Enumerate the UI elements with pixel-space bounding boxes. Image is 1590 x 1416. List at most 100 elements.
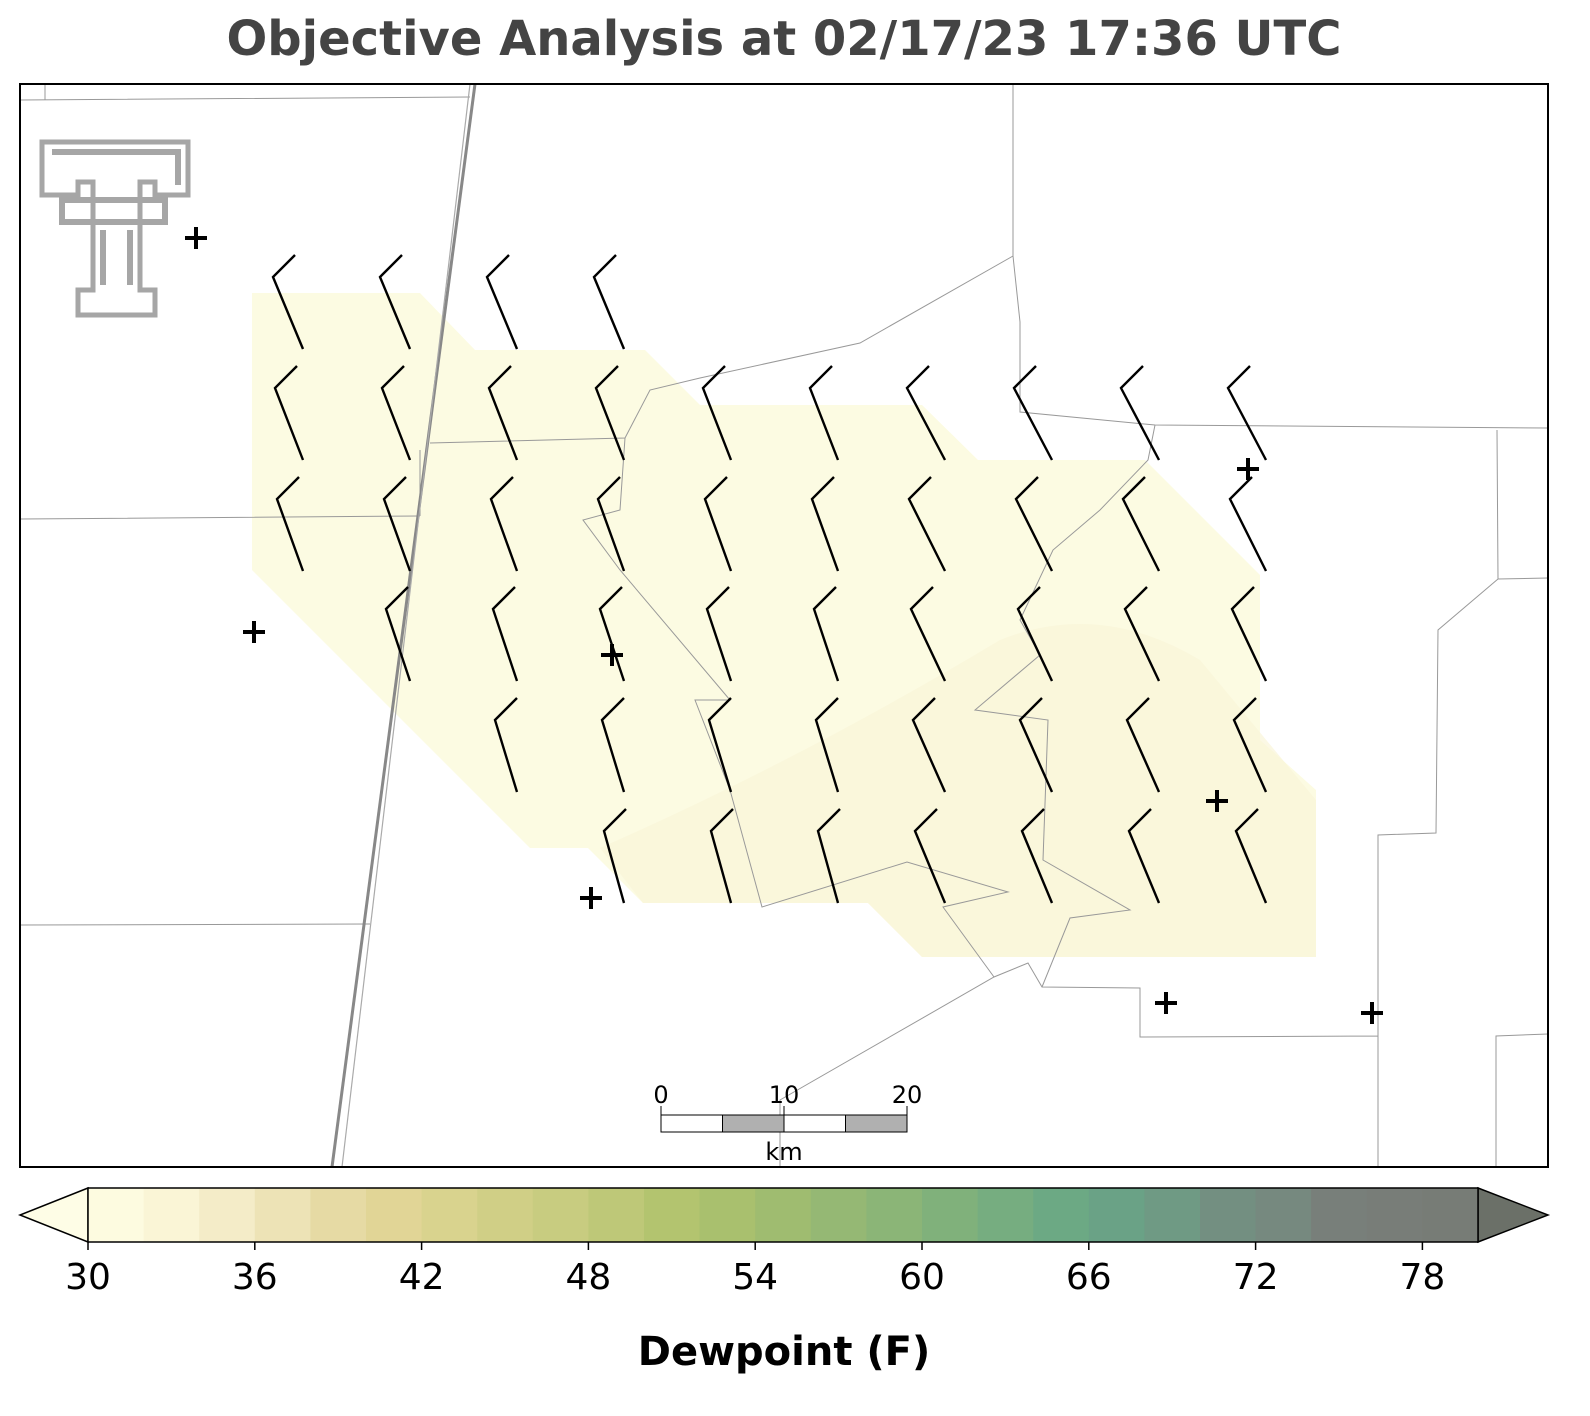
wind-barb [707, 697, 733, 793]
colorbar-bin [1200, 1188, 1257, 1242]
wind-barb [1228, 476, 1268, 572]
colorbar-bin [532, 1188, 589, 1242]
station-marker [1237, 458, 1259, 480]
wind-barb [1020, 808, 1054, 904]
colorbar-tick-label: 78 [1399, 1257, 1445, 1298]
colorbar-tick-label: 30 [65, 1257, 111, 1298]
wind-barb [491, 586, 519, 682]
wind-barb [1119, 365, 1161, 461]
colorbar-bin [143, 1188, 200, 1242]
colorbar-label: Dewpoint (F) [638, 1329, 931, 1375]
wind-barb [913, 808, 947, 904]
wind-barb [1121, 476, 1161, 572]
wind-barb [271, 254, 305, 350]
colorbar-tick-label: 66 [1066, 1257, 1112, 1298]
logo [39, 139, 191, 318]
station-marker [580, 887, 602, 909]
wind-barb [907, 476, 947, 572]
wind-barb [911, 697, 947, 793]
title: Objective Analysis at 02/17/23 17:36 UTC [227, 11, 1342, 67]
wind-barb [487, 365, 519, 461]
scale-bar: 0 10 20 km [653, 1081, 922, 1166]
colorbar-tick-label: 72 [1233, 1257, 1279, 1298]
map-frame [19, 83, 1549, 1168]
colorbar-bin [1311, 1188, 1368, 1242]
colorbar-bin [310, 1188, 367, 1242]
colorbar-bin [421, 1188, 478, 1242]
colorbar-bin [755, 1188, 812, 1242]
scale-tick-label: 20 [892, 1081, 923, 1109]
scale-tick-label: 0 [653, 1081, 668, 1109]
colorbar-tick-label: 36 [232, 1257, 278, 1298]
wind-barb [810, 476, 840, 572]
colorbar-over [1477, 1186, 1551, 1244]
scale-unit: km [765, 1138, 802, 1166]
colorbar-bin [1033, 1188, 1090, 1242]
wind-barb [1018, 697, 1054, 793]
wind-barb [1012, 365, 1054, 461]
map: 0 10 20 km [19, 83, 1549, 1168]
colorbar-bin [1088, 1188, 1145, 1242]
station-marker [185, 227, 207, 249]
scale-segment [783, 1114, 846, 1133]
wind-barb [1232, 697, 1268, 793]
scale-segment [660, 1114, 723, 1133]
colorbar-bin [1366, 1188, 1423, 1242]
wind-barb [1127, 808, 1161, 904]
colorbar-bin [88, 1188, 145, 1242]
station-marker [601, 644, 623, 666]
colorbar-bin [977, 1188, 1034, 1242]
wind-barb [808, 365, 840, 461]
colorbar-tick-label: 60 [899, 1257, 945, 1298]
wind-barb [602, 808, 627, 904]
colorbar-bin [1422, 1188, 1479, 1242]
colorbar-tick-label: 48 [565, 1257, 611, 1298]
wind-barb [905, 365, 947, 461]
highway [330, 83, 477, 1168]
wind-barb [701, 365, 733, 461]
colorbar-frame [87, 1187, 1479, 1243]
colorbar-bin [699, 1188, 756, 1242]
colorbar-bin [866, 1188, 923, 1242]
wind-barb [594, 365, 626, 461]
colorbar-bin [254, 1188, 311, 1242]
stations [185, 227, 1383, 1024]
wind-barb [1016, 586, 1054, 682]
wind-barb [814, 697, 840, 793]
colorbar: 30 36 42 48 54 60 66 72 78 [17, 1186, 1551, 1298]
station-marker [243, 621, 265, 643]
wind-barb [1125, 697, 1161, 793]
wind-barb [1234, 808, 1268, 904]
station-marker [1206, 790, 1228, 812]
wind-barb [812, 586, 840, 682]
colorbar-bin [1255, 1188, 1312, 1242]
wind-barb [378, 254, 412, 350]
wind-barbs [271, 254, 1268, 904]
wind-barb [705, 586, 733, 682]
wind-barb [384, 586, 412, 682]
colorbar-bin [1144, 1188, 1201, 1242]
wind-barb [816, 808, 841, 904]
scale-segment [722, 1114, 785, 1133]
colorbar-bin [922, 1188, 979, 1242]
dewpoint-field [600, 624, 1316, 957]
colorbar-tick-label: 42 [399, 1257, 445, 1298]
wind-barb [1014, 476, 1054, 572]
colorbar-bin [644, 1188, 701, 1242]
wind-barb [709, 808, 734, 904]
highway [341, 83, 471, 1168]
colorbar-bin [477, 1188, 534, 1242]
wind-barb [1230, 586, 1268, 682]
colorbar-bin [199, 1188, 256, 1242]
wind-barb [596, 476, 626, 572]
wind-barb [275, 476, 305, 572]
wind-barb [909, 586, 947, 682]
wind-barb [380, 365, 412, 461]
wind-barb [273, 365, 305, 461]
wind-barb [600, 697, 626, 793]
wind-barb [493, 697, 519, 793]
wind-barb [485, 254, 519, 350]
station-marker [1361, 1002, 1383, 1024]
wind-barb [489, 476, 519, 572]
